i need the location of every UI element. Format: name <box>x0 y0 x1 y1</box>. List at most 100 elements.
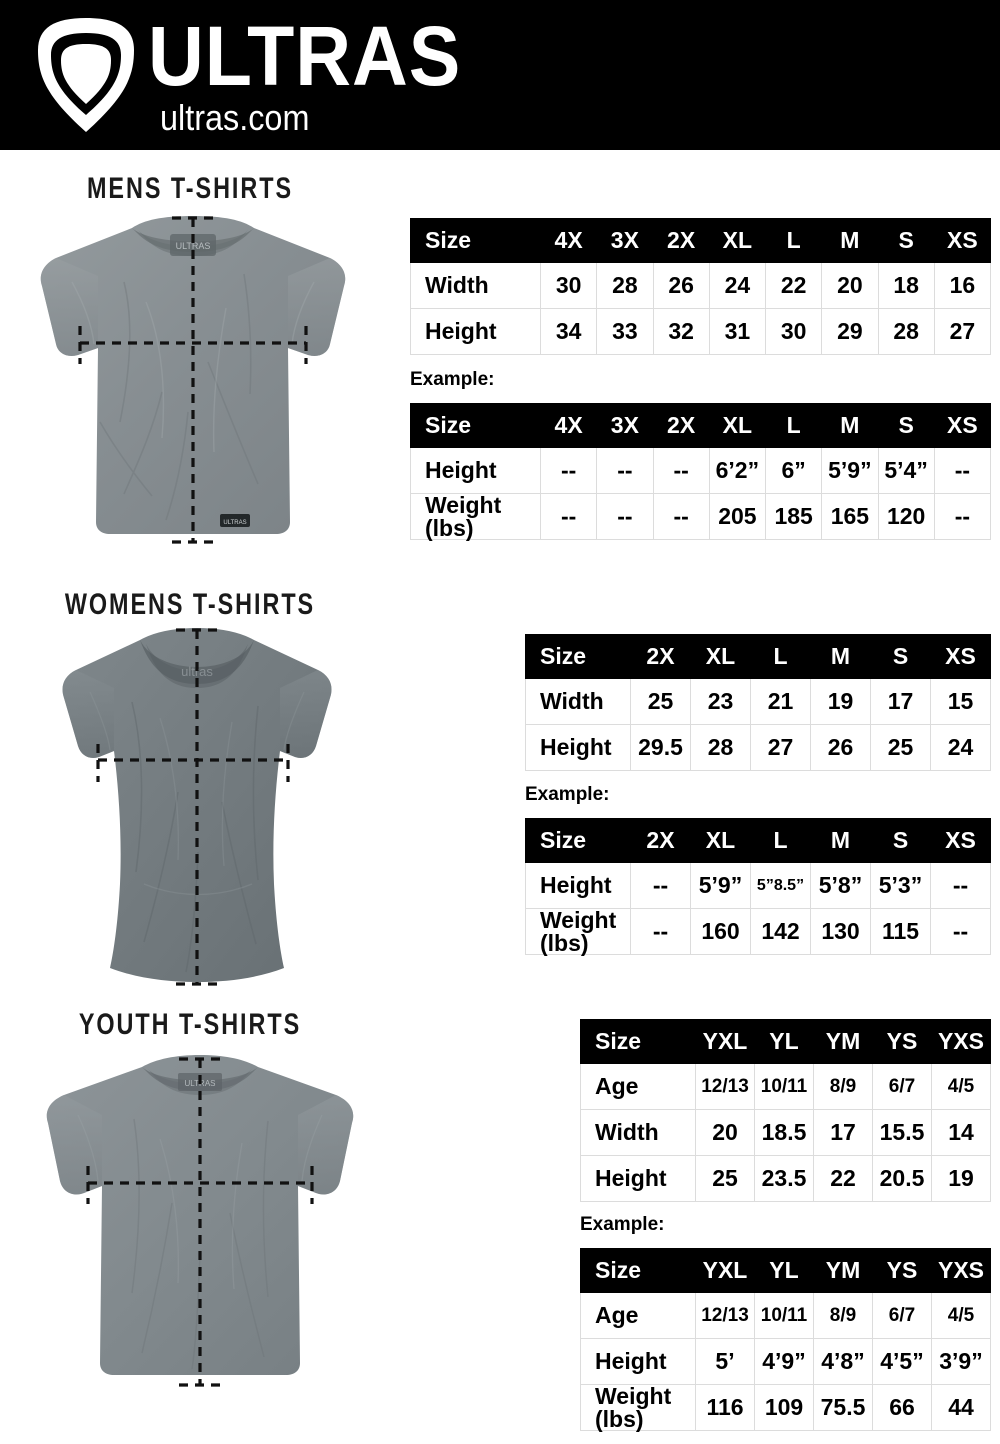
col-header-yl: YL <box>754 1248 814 1293</box>
mens-tshirt-photo: ULTRAS ULTRAS <box>12 212 384 557</box>
col-header-ys: YS <box>872 1019 932 1064</box>
mens-example-label: Example: <box>410 369 495 390</box>
cell: 120 <box>877 493 935 540</box>
cell: 6/7 <box>872 1063 932 1110</box>
row-label-height: Height <box>525 862 631 909</box>
cell: 66 <box>872 1384 932 1431</box>
cell: 30 <box>539 262 598 309</box>
cell: 109 <box>754 1384 814 1431</box>
cell: 3’9” <box>931 1338 991 1385</box>
col-header-4x: 4X <box>539 218 598 263</box>
row-label-width: Width <box>580 1109 696 1156</box>
cell: 33 <box>596 308 654 355</box>
cell: 142 <box>750 908 811 955</box>
cell: 14 <box>931 1109 991 1156</box>
col-header-s: S <box>870 634 931 679</box>
table-row: Height 29.5 28 27 26 25 24 <box>525 724 991 771</box>
weight-label-line1: Weight <box>540 907 617 934</box>
cell: 15 <box>930 678 991 725</box>
col-header-ym: YM <box>813 1248 873 1293</box>
cell: -- <box>596 447 654 494</box>
table-header-row: Size 4X 3X 2X XL L M S XS <box>410 218 992 263</box>
cell: 25 <box>630 678 691 725</box>
cell: -- <box>930 862 991 909</box>
table-header-row: Size 4X 3X 2X XL L M S XS <box>410 403 992 448</box>
table-row: Height 25 23.5 22 20.5 19 <box>580 1155 991 1202</box>
col-header-xl: XL <box>690 818 751 863</box>
table-row: Width 20 18.5 17 15.5 14 <box>580 1109 991 1156</box>
col-header-ym: YM <box>813 1019 873 1064</box>
mens-size-table: Size 4X 3X 2X XL L M S XS Width 30 28 26… <box>410 218 992 355</box>
cell: -- <box>930 908 991 955</box>
cell: 5’ <box>695 1338 755 1385</box>
cell: 115 <box>870 908 931 955</box>
cell: 31 <box>708 308 767 355</box>
cell: -- <box>539 447 598 494</box>
cell: 34 <box>539 308 598 355</box>
cell: 5’9” <box>821 447 879 494</box>
col-header-s: S <box>870 818 931 863</box>
cell: 15.5 <box>872 1109 932 1156</box>
cell: 24 <box>708 262 767 309</box>
table-row: Height -- -- -- 6’2” 6” 5’9” 5’4” -- <box>410 447 992 494</box>
row-label-age: Age <box>580 1063 696 1110</box>
weight-label-line2: (lbs) <box>595 1405 644 1432</box>
svg-text:ultras: ultras <box>181 664 213 679</box>
brand-domain: ultras.com <box>160 97 310 138</box>
cell: 25 <box>695 1155 755 1202</box>
cell: -- <box>652 447 710 494</box>
womens-size-table: Size 2X XL L M S XS Width 25 23 21 19 17… <box>525 634 991 771</box>
table-row: Weight (lbs) -- -- -- 205 185 165 120 -- <box>410 493 992 541</box>
col-header-2x: 2X <box>652 403 710 448</box>
cell: 19 <box>810 678 871 725</box>
col-header-m: M <box>810 818 871 863</box>
col-header-l: L <box>750 634 811 679</box>
row-label-width: Width <box>525 678 631 725</box>
youth-size-table: Size YXL YL YM YS YXS Age 12/13 10/11 8/… <box>580 1019 991 1202</box>
col-header-s: S <box>877 218 935 263</box>
cell: 24 <box>930 724 991 771</box>
cell: 20.5 <box>872 1155 932 1202</box>
row-label-height: Height <box>580 1155 696 1202</box>
cell: 10/11 <box>754 1063 814 1110</box>
cell: 6/7 <box>872 1292 932 1339</box>
cell: 23 <box>690 678 751 725</box>
cell: 4’9” <box>754 1338 814 1385</box>
cell: 5’4” <box>877 447 935 494</box>
cell: 165 <box>821 493 879 540</box>
table-header-row: Size YXL YL YM YS YXS <box>580 1019 991 1064</box>
cell: 8/9 <box>813 1063 873 1110</box>
cell: 5’9” <box>690 862 751 909</box>
cell: 29 <box>821 308 879 355</box>
cell: 160 <box>690 908 751 955</box>
col-header-size: Size <box>410 218 541 263</box>
cell: 32 <box>652 308 710 355</box>
cell: 5’8” <box>810 862 871 909</box>
row-label-age: Age <box>580 1292 696 1339</box>
cell: 18 <box>877 262 935 309</box>
cell: 12/13 <box>695 1292 755 1339</box>
col-header-size: Size <box>525 634 631 679</box>
youth-example-label: Example: <box>580 1214 665 1235</box>
col-header-4x: 4X <box>539 403 598 448</box>
svg-text:ULTRAS: ULTRAS <box>176 241 211 251</box>
cell: 17 <box>813 1109 873 1156</box>
table-header-row: Size 2X XL L M S XS <box>525 634 991 679</box>
cell: 44 <box>931 1384 991 1431</box>
col-header-xs: XS <box>930 818 991 863</box>
col-header-s: S <box>877 403 935 448</box>
col-header-yxs: YXS <box>931 1248 991 1293</box>
cell: 18.5 <box>754 1109 814 1156</box>
col-header-size: Size <box>525 818 631 863</box>
col-header-yxl: YXL <box>695 1019 755 1064</box>
womens-example-label: Example: <box>525 784 610 805</box>
col-header-yl: YL <box>754 1019 814 1064</box>
cell: -- <box>596 493 654 540</box>
weight-label-line2: (lbs) <box>425 514 474 541</box>
cell: 4/5 <box>931 1063 991 1110</box>
table-row: Height 5’ 4’9” 4’8” 4’5” 3’9” <box>580 1338 991 1385</box>
cell: 5’3” <box>870 862 931 909</box>
col-header-m: M <box>810 634 871 679</box>
cell: 10/11 <box>754 1292 814 1339</box>
cell: 185 <box>764 493 823 540</box>
